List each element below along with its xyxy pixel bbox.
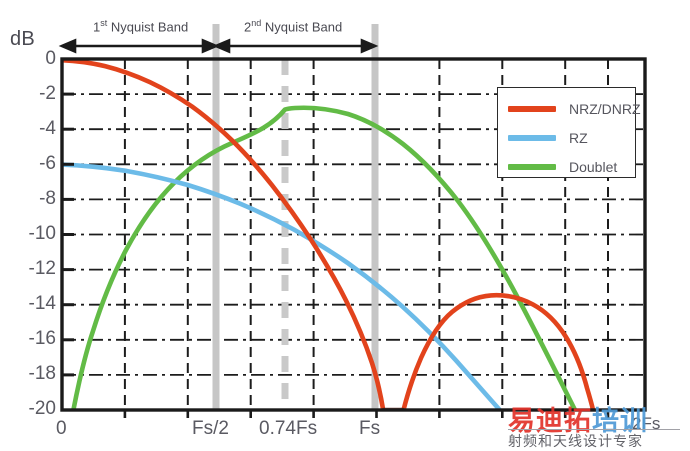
y-tick-minus-14: -14 <box>28 293 56 314</box>
series-nrz <box>62 59 386 410</box>
series-rz <box>62 162 503 410</box>
legend-swatch-nrz <box>508 106 556 112</box>
x-tick-074fs: 0.74Fs <box>259 418 318 439</box>
y-tick-minus-20: -20 <box>28 398 56 419</box>
legend-item-rz[interactable]: RZ <box>508 129 588 147</box>
band-label-first-sup: st <box>100 18 108 28</box>
y-axis-ticks <box>62 92 74 377</box>
legend-item-nrz[interactable]: NRZ/DNRZ <box>508 100 641 118</box>
legend-item-doublet[interactable]: Doublet <box>508 158 617 176</box>
y-tick-minus-6: -6 <box>39 153 56 174</box>
y-tick-minus-16: -16 <box>28 328 56 349</box>
x-axis-ticks <box>123 410 610 418</box>
band-label-second-rest: Nyquist Band <box>261 19 343 35</box>
legend-label-doublet: Doublet <box>569 159 618 175</box>
band-label-second-sup: nd <box>251 18 262 28</box>
series-doublet-curve <box>71 105 578 410</box>
y-tick-0: 0 <box>45 48 56 69</box>
nyquist-band-arrows <box>58 38 379 54</box>
y-tick-minus-10: -10 <box>28 223 56 244</box>
y-tick-minus-8: -8 <box>39 188 56 209</box>
x-tick-0: 0 <box>56 418 67 439</box>
y-tick-minus-2: -2 <box>39 83 56 104</box>
band-label-second: 2nd Nyquist Band <box>244 18 342 34</box>
legend: NRZ/DNRZ RZ Doublet <box>497 87 641 178</box>
y-tick-minus-4: -4 <box>39 118 56 139</box>
x-tick-fs: Fs <box>359 418 381 439</box>
band-label-first: 1st Nyquist Band <box>93 18 188 34</box>
legend-label-rz: RZ <box>569 130 588 146</box>
x-tick-2fs: 2Fs <box>632 414 661 433</box>
band-label-first-rest: Nyquist Band <box>107 19 189 35</box>
series-nrz-sidelobe <box>401 292 596 410</box>
band-label-first-prefix: 1 <box>93 19 101 35</box>
y-tick-minus-18: -18 <box>28 363 56 384</box>
legend-swatch-rz <box>508 135 556 141</box>
legend-label-nrz: NRZ/DNRZ <box>569 101 641 117</box>
y-tick-minus-12: -12 <box>28 258 56 279</box>
y-axis-unit-label: dB <box>10 28 35 50</box>
x-tick-fs-half: Fs/2 <box>192 418 229 439</box>
legend-swatch-doublet <box>508 164 556 170</box>
band-label-second-prefix: 2 <box>244 19 252 35</box>
